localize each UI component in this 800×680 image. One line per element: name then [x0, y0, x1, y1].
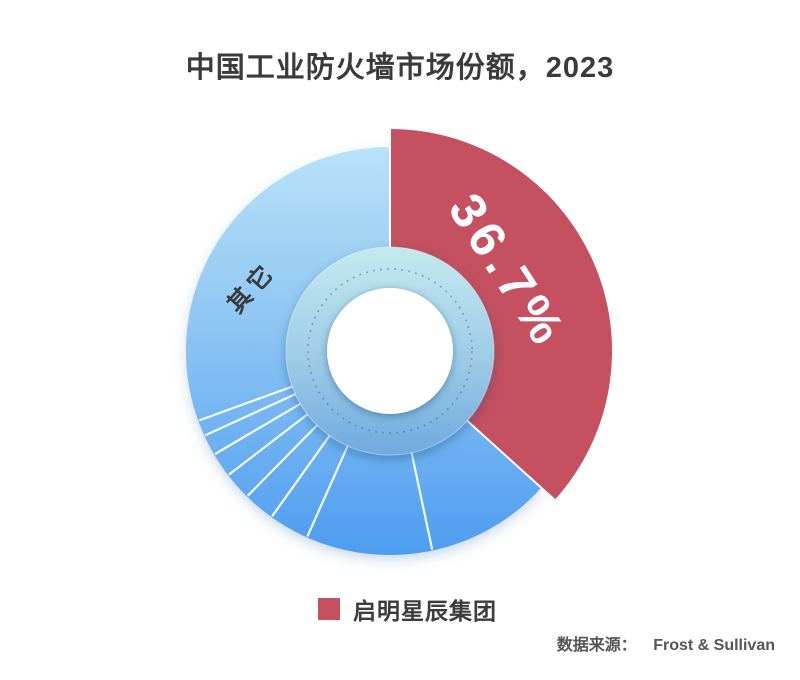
data-source: 数据来源： Frost & Sullivan — [557, 631, 775, 655]
data-source-prefix: 数据来源： — [556, 637, 637, 654]
data-source-name: Frost & Sullivan — [653, 637, 775, 654]
donut-segments — [185, 129, 613, 555]
legend-swatch-red — [318, 598, 340, 620]
legend-label: 启明星辰集团 — [353, 598, 497, 624]
legend: 启明星辰集团 — [318, 592, 497, 626]
chart-title: 中国工业防火墙市场份额，2023 — [185, 52, 615, 84]
